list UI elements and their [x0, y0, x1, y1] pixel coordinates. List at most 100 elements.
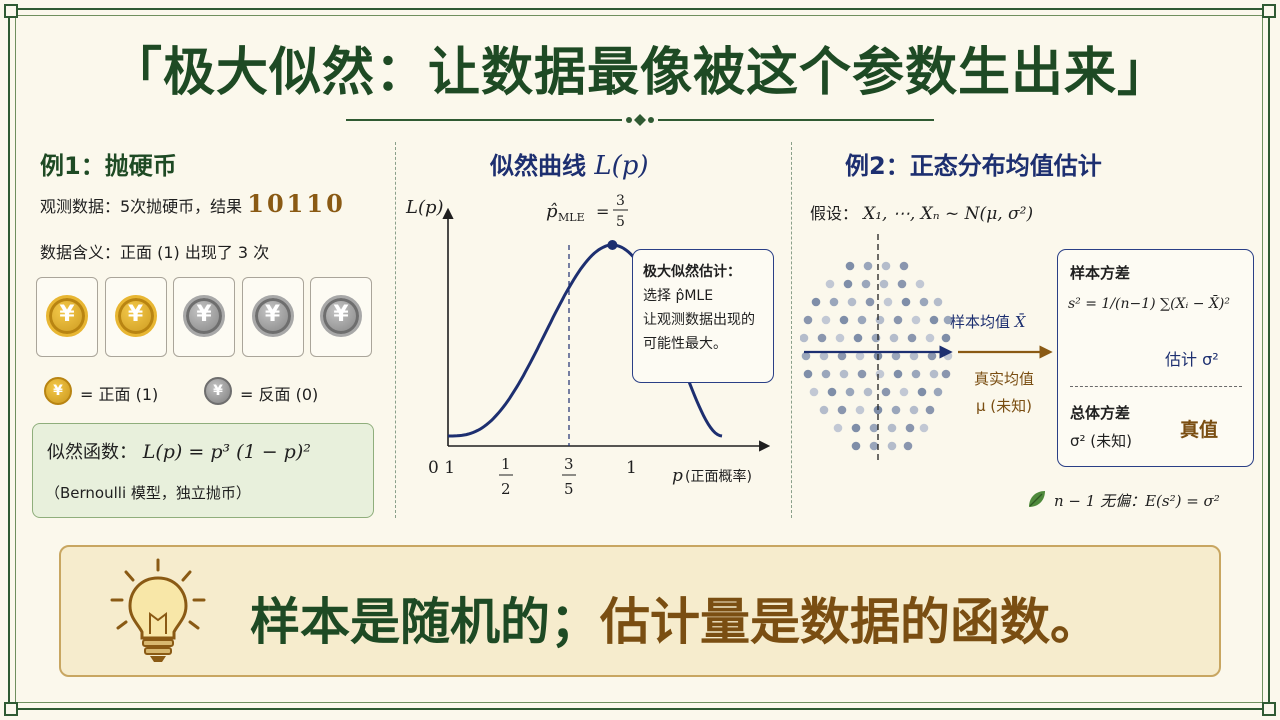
sample-mean-text: 样本均值	[950, 313, 1011, 331]
sample-point	[881, 261, 891, 271]
observed-data-value: 10110	[247, 189, 346, 218]
sample-point	[827, 387, 837, 397]
sample-point	[861, 279, 871, 289]
sample-point	[919, 423, 929, 433]
peak-equals: =	[596, 202, 609, 221]
legend-tails-text: = 反面 (0)	[240, 385, 319, 404]
chart-title-math: L(p)	[594, 151, 649, 181]
coin-card: ¥	[36, 277, 98, 357]
sample-point	[875, 369, 885, 379]
sample-point	[857, 369, 867, 379]
true-mean-line2: μ (未知)	[976, 397, 1033, 415]
outer-frame	[8, 8, 1270, 710]
assumption-math: X₁, ⋯, Xₙ ~ N(μ, σ²)	[863, 204, 1034, 224]
sample-point	[893, 369, 903, 379]
x-axis-label-p: p	[672, 466, 683, 486]
sample-point	[839, 315, 849, 325]
data-meaning: 数据含义：正面 (1) 出现了 3 次	[40, 243, 270, 262]
sample-point	[927, 351, 937, 361]
heads-coin-icon: ¥	[114, 295, 157, 337]
mle-note-line2: 选择 p̂MLE	[643, 288, 714, 304]
true-mean-line1: 真实均值	[974, 370, 1035, 388]
summary-text: 样本是随机的；估计量是数据的函数。	[250, 582, 1100, 654]
tails-coin-icon: ¥	[183, 295, 225, 337]
sample-point	[847, 297, 857, 307]
tick-half-den: 2	[501, 480, 511, 498]
sample-point	[891, 351, 901, 361]
sample-point	[903, 441, 913, 451]
estimate-label: 估计 σ²	[1165, 350, 1219, 369]
population-variance-symbol: σ² (未知)	[1070, 432, 1132, 450]
sample-point	[873, 405, 883, 415]
tick-half-num: 1	[501, 455, 511, 473]
inner-frame	[15, 15, 1263, 703]
peak-hat-p: p̂	[546, 201, 558, 222]
assumption-line: 假设： X₁, ⋯, Xₙ ~ N(μ, σ²)	[810, 200, 1033, 224]
unbiased-note: n − 1 无偏：E(s²) = σ²	[1054, 492, 1220, 510]
sample-point	[933, 387, 943, 397]
lightbulb-icon	[110, 558, 206, 662]
observed-data-label: 观测数据：5次抛硬币，结果 10110	[40, 189, 346, 218]
leaf-icon	[1029, 491, 1045, 507]
x-axis-label-text: (正面概率)	[685, 468, 752, 485]
sample-variance-formula: s² = 1/(n−1) ∑(Xᵢ − X̄)²	[1068, 296, 1230, 312]
coin-card: ¥	[310, 277, 372, 357]
heads-coin-icon: ¥	[46, 295, 88, 337]
frame-corner	[1262, 4, 1276, 18]
page-title: 「极大似然：让数据最像被这个参数生出来」	[109, 42, 1170, 103]
sample-point	[917, 387, 927, 397]
frame-corner	[1262, 702, 1276, 716]
likelihood-box: 似然函数： L(p) = p³ (1 − p)² （Bernoulli 模型，独…	[32, 423, 374, 518]
sample-point	[855, 405, 865, 415]
sample-point	[887, 441, 897, 451]
sample-point	[821, 369, 831, 379]
y-axis-label: L(p)	[405, 197, 444, 218]
tick-label-1: 1	[626, 458, 637, 478]
likelihood-line: 似然函数： L(p) = p³ (1 − p)²	[47, 438, 311, 464]
mle-note-line4: 可能性最大。	[643, 336, 727, 352]
mle-peak-point	[607, 240, 618, 250]
sample-point	[801, 351, 811, 361]
coin-symbol: ¥	[53, 383, 63, 399]
sample-point	[837, 351, 847, 361]
title-ornament	[622, 113, 658, 127]
coin-card: ¥	[104, 277, 167, 357]
coin-symbol: ¥	[213, 383, 223, 399]
variance-box: 样本方差 s² = 1/(n−1) ∑(Xᵢ − X̄)² 估计 σ² 总体方差…	[1057, 249, 1254, 467]
sample-point	[905, 423, 915, 433]
sample-point	[869, 423, 879, 433]
summary-banner	[59, 545, 1221, 677]
sample-point	[800, 333, 809, 343]
sample-point	[907, 333, 917, 343]
sample-point	[941, 369, 951, 379]
frame-corner	[4, 702, 18, 716]
sample-point	[809, 387, 819, 397]
sample-point	[863, 261, 873, 271]
mle-note-line3: 让观测数据出现的	[643, 312, 755, 328]
sample-point	[929, 369, 939, 379]
peak-frac-den: 5	[616, 214, 625, 230]
sample-point	[857, 315, 867, 325]
column-divider	[791, 142, 792, 518]
sample-point	[899, 261, 909, 271]
mle-note-line1: 极大似然估计：	[643, 264, 741, 280]
column-divider	[395, 142, 396, 518]
sample-scatter	[800, 234, 1053, 462]
summary-part2: 估计量是数据的函数。	[600, 593, 1100, 651]
sample-point	[929, 315, 939, 325]
chart-title: 似然曲线 L(p)	[490, 146, 649, 181]
legend-heads-text: = 正面 (1)	[80, 385, 159, 404]
sample-point	[925, 405, 935, 415]
coin-card: ¥	[173, 277, 235, 357]
sample-point	[887, 423, 897, 433]
sample-point	[819, 351, 829, 361]
true-value-label: 真值	[1180, 419, 1219, 441]
sample-point	[851, 441, 861, 451]
sample-mean-symbol: X̄	[1014, 313, 1026, 331]
sample-point	[811, 297, 821, 307]
chart-title-text: 似然曲线	[490, 152, 586, 180]
frame-corner	[4, 4, 18, 18]
legend-heads-coin-icon: ¥	[44, 377, 72, 405]
sample-variance-title: 样本方差	[1070, 264, 1131, 282]
sample-point	[911, 315, 921, 325]
